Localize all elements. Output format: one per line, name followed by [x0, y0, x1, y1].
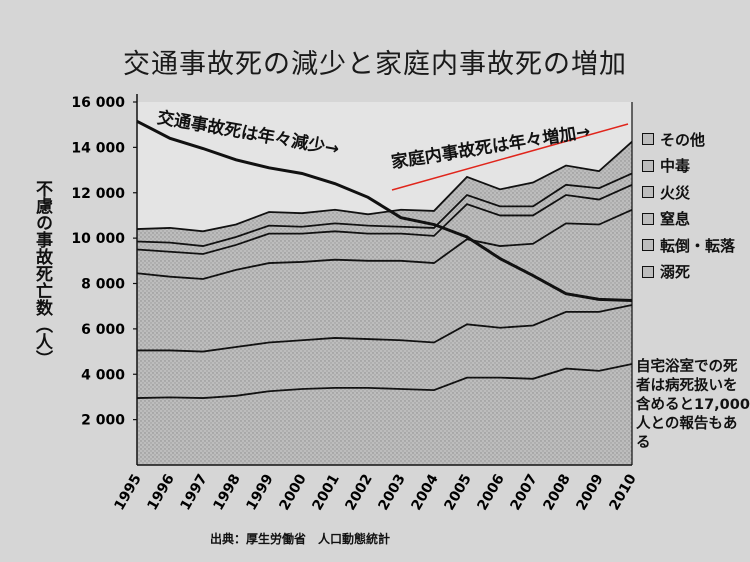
x-tick-label: 2006	[474, 472, 507, 514]
legend-swatch	[642, 239, 654, 252]
x-tick-label: 1997	[177, 472, 210, 514]
legend-swatch	[642, 212, 654, 225]
y-tick-label: 4 000	[81, 367, 125, 383]
legend-label: 溺死	[660, 263, 691, 282]
area-boundary-line-3	[136, 183, 633, 255]
area-boundary-line-4	[136, 172, 633, 247]
x-tick-label: 2009	[573, 472, 606, 514]
y-axis-label: 不慮の事故死亡数（人）	[32, 180, 52, 367]
y-tick-label: 8 000	[81, 277, 125, 293]
x-tick-label: 1996	[144, 472, 177, 514]
legend-label: 転倒・転落	[660, 236, 736, 255]
area-boundary-line-0	[136, 363, 633, 399]
note-bathroom-deaths: 自宅浴室での死者は病死扱いを含めると17,000人との報告もある	[636, 359, 750, 451]
x-tick-label: 1995	[111, 472, 144, 514]
legend-item: 溺死	[642, 259, 735, 286]
x-tick-label: 2005	[441, 472, 474, 514]
area-boundary-line-2	[136, 208, 633, 280]
chart-title: 交通事故死の減少と家庭内事故死の増加	[123, 49, 627, 80]
legend-item: その他	[642, 126, 735, 153]
y-tick-label: 6 000	[81, 322, 125, 338]
legend-swatch	[642, 186, 654, 199]
x-tick-label: 1998	[210, 472, 243, 514]
y-tick-label: 12 000	[71, 186, 125, 202]
x-tick-label: 2003	[375, 472, 408, 514]
legend-item: 火災	[642, 179, 735, 206]
x-tick-label: 2008	[540, 472, 573, 514]
y-tick-label: 2 000	[81, 413, 125, 429]
area-band-0	[137, 364, 632, 465]
y-tick-label: 10 000	[71, 231, 125, 247]
series-line-traffic	[136, 119, 633, 303]
x-tick-label: 2010	[606, 471, 639, 513]
legend-label: 窒息	[660, 210, 691, 229]
legend-label: 中毒	[660, 157, 691, 176]
y-tick-label: 14 000	[71, 140, 125, 156]
x-tick-label: 2001	[309, 472, 342, 514]
legend: その他 中毒 火災 窒息 転倒・転落 溺死	[642, 126, 735, 285]
y-tick-label: 16 000	[71, 95, 125, 111]
legend-label: 火災	[660, 183, 691, 202]
area-boundary-line-1	[137, 304, 633, 353]
x-tick-label: 2007	[507, 472, 540, 514]
highlight-underline	[391, 123, 629, 191]
area-boundary-line-5	[136, 141, 633, 233]
x-tick-label: 2000	[276, 471, 309, 513]
legend-item: 中毒	[642, 153, 735, 180]
legend-label: その他	[660, 130, 706, 149]
legend-swatch	[642, 159, 654, 172]
legend-item: 転倒・転落	[642, 232, 735, 259]
x-tick-label: 2002	[342, 472, 375, 514]
legend-swatch	[642, 265, 654, 278]
legend-swatch	[642, 133, 654, 146]
x-tick-label: 2004	[408, 471, 441, 513]
x-tick-label: 1999	[243, 472, 276, 514]
legend-item: 窒息	[642, 206, 735, 233]
source-citation: 出典：厚生労働省 人口動態統計	[210, 532, 391, 546]
